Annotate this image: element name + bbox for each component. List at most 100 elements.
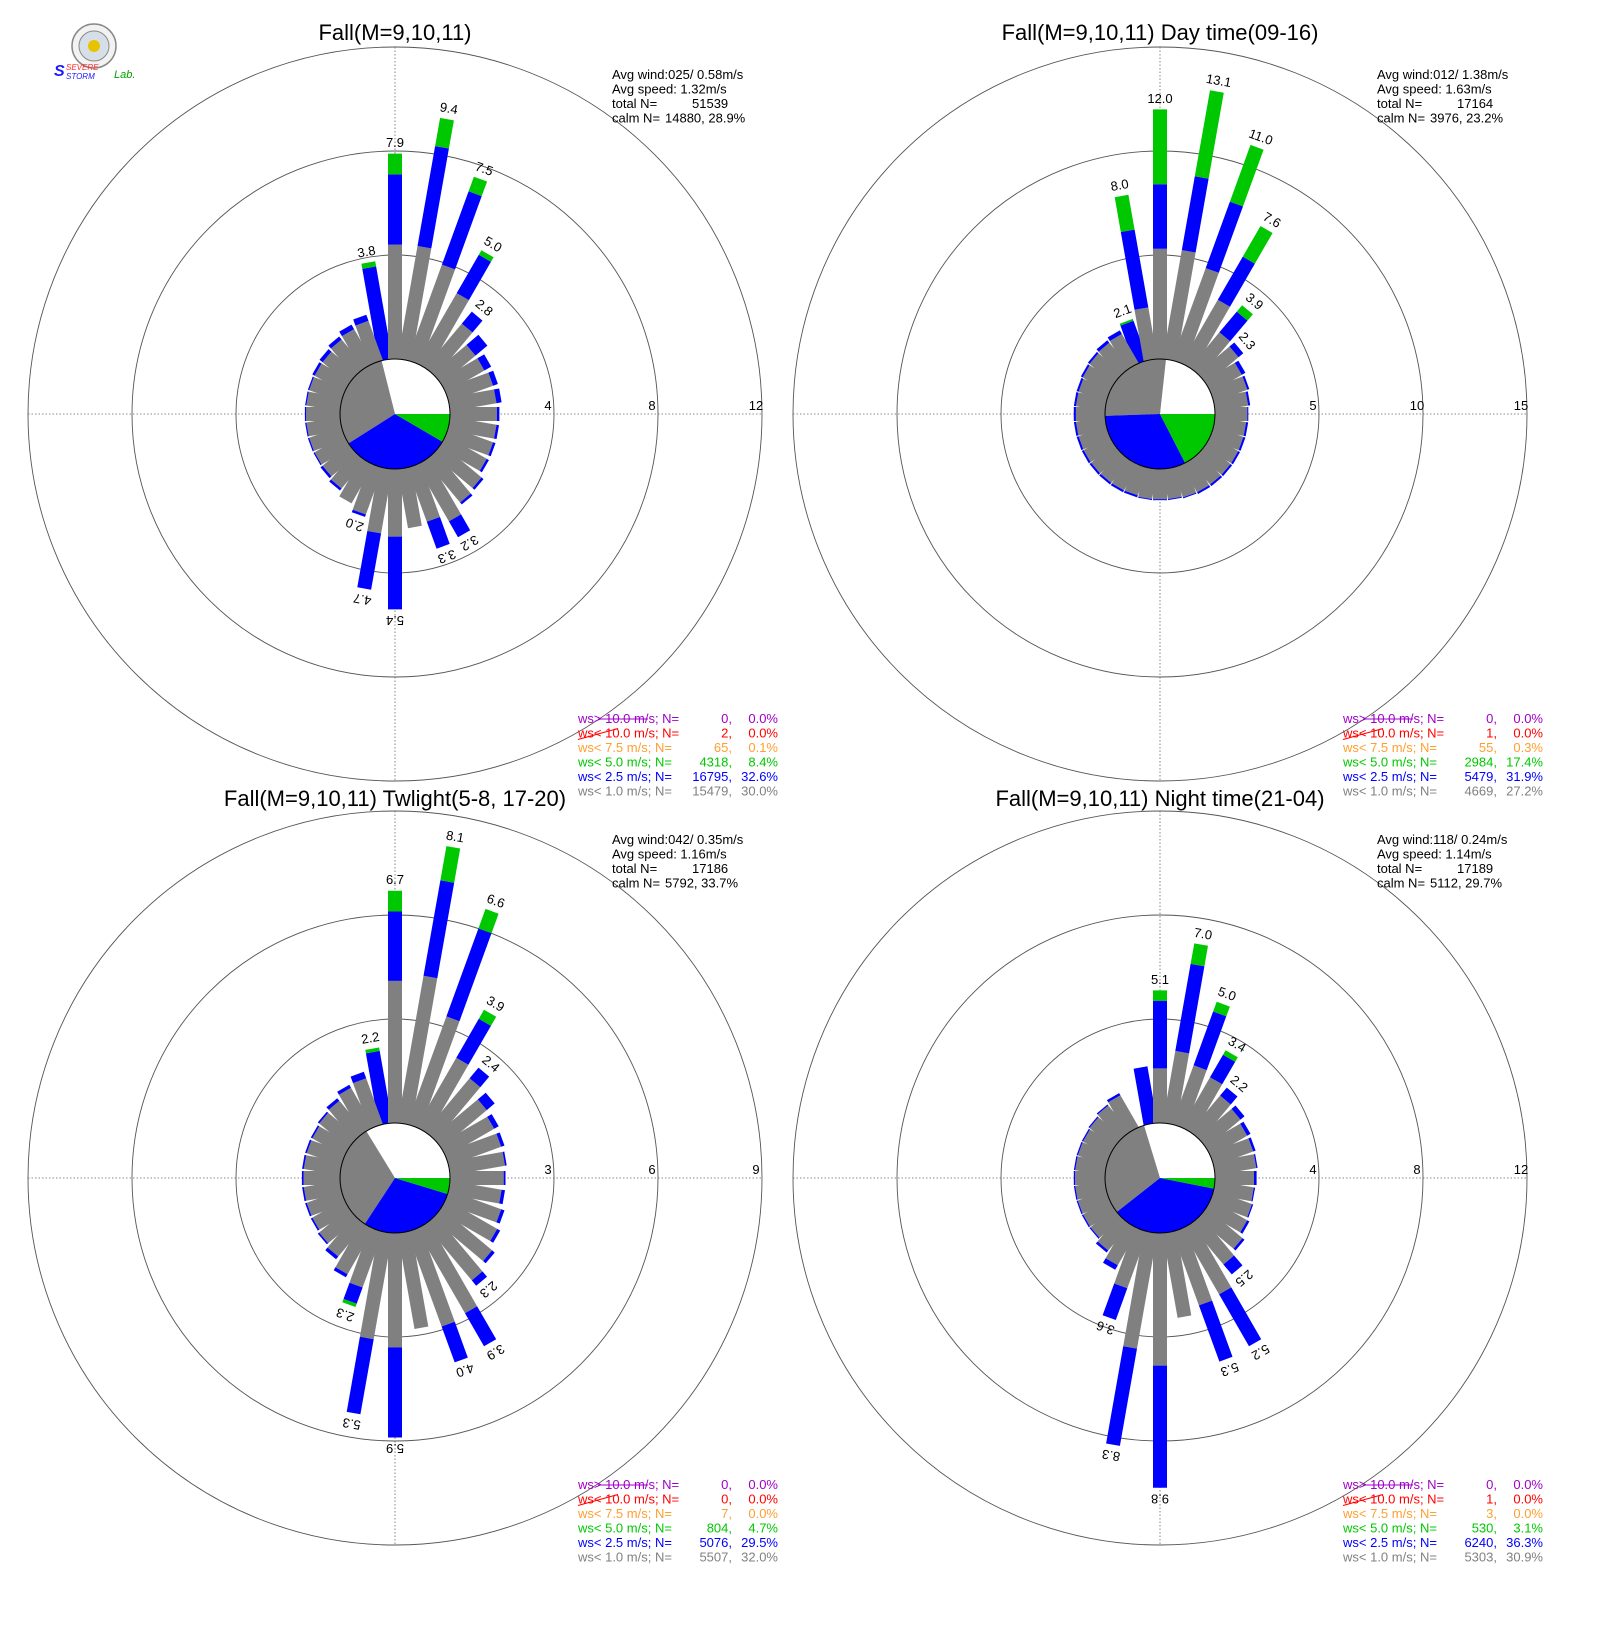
bar-segment-lt25: [1247, 407, 1249, 421]
bar-segment-lt25: [1223, 1255, 1243, 1275]
bar-dir-110: [444, 426, 496, 457]
bar-segment-lt1: [1083, 1129, 1116, 1157]
legend-lt25-percent: 31.9%: [1506, 769, 1543, 784]
logo-letter-s: S: [54, 63, 65, 80]
bar-segment-lt25: [1153, 184, 1167, 249]
pie-sector-lt5: [1160, 1178, 1216, 1189]
stat-avg-speed-label: Avg speed: 1.32m/s: [612, 82, 727, 97]
bar-segment-lt25: [365, 1050, 393, 1126]
bar-segment-lt25: [1081, 1214, 1090, 1228]
bar-dir-160: 4.0: [407, 1227, 476, 1381]
bar-segment-lt5: [440, 846, 461, 883]
ring-9: [27, 810, 763, 1546]
bar-dir-10: 9.4: [397, 99, 459, 362]
bar-dir-270: [304, 407, 340, 421]
bar-segment-lt1: [1114, 1227, 1148, 1289]
bar-segment-lt1: [319, 1112, 358, 1148]
bar-segment-lt1: [1153, 1068, 1167, 1123]
bar-segment-lt1: [1083, 1199, 1116, 1227]
bar-value-label: 5.1: [1151, 972, 1169, 987]
bar-dir-130: [432, 1208, 495, 1264]
bar-value-label: 9.8: [1151, 1491, 1169, 1506]
ring-15: [792, 46, 1528, 782]
bar-segment-lt5: [1223, 1050, 1238, 1062]
severe-storm-lab-logo: S SEVERE STORM Lab.: [54, 23, 135, 81]
legend-lt10-strike: [1342, 728, 1384, 740]
bar-segment-lt25: [343, 1282, 363, 1304]
bar-dir-90: [1215, 407, 1249, 421]
bar-segment-lt1: [1215, 1171, 1254, 1185]
bar-segment-lt25: [469, 1067, 490, 1088]
wind-rose-panel-3: Fall(M=9,10,11) Twlight(5-8, 17-20) 3 6 9 2.…: [27, 786, 778, 1565]
legend-lt75-count: 55,: [1479, 740, 1497, 755]
bar-segment-lt25: [477, 354, 492, 371]
bar-dir-270: [1073, 1171, 1105, 1185]
panel-title: Fall(M=9,10,11) Twlight(5-8, 17-20): [224, 786, 566, 811]
legend-lt5-percent: 17.4%: [1506, 755, 1543, 770]
bar-value-label: 5.0: [481, 233, 504, 255]
bar-segment-lt25: [1234, 360, 1246, 375]
bar-segment-lt25: [423, 880, 455, 979]
bar-segment-lt25: [310, 1125, 320, 1139]
legend-lt10-percent: 0.0%: [1513, 1492, 1543, 1507]
bar-dir-250: [305, 1190, 346, 1217]
pie-sector-lt25: [1116, 1178, 1214, 1233]
stat-avg-speed-label: Avg speed: 1.16m/s: [612, 847, 727, 862]
bar-dir-80: [447, 1151, 507, 1176]
bar-segment-lt1: [439, 1199, 498, 1241]
bar-dir-200: 2.3: [334, 1227, 383, 1325]
bar-segment-lt1: [1075, 1171, 1105, 1185]
bar-segment-lt1: [303, 1180, 343, 1201]
stat-calm-label: calm N=: [612, 111, 660, 126]
legend-lt10-strike: [577, 728, 619, 740]
bar-segment-lt1: [416, 458, 462, 522]
bar-segment-lt25: [329, 479, 342, 491]
pie-sector-lt5: [395, 1178, 450, 1194]
bar-segment-lt25: [305, 1202, 312, 1217]
bar-segment-lt5: [388, 153, 402, 175]
bar-segment-lt1: [1209, 1138, 1254, 1166]
bar-segment-lt25: [388, 174, 402, 245]
bar-segment-lt1: [1097, 1215, 1130, 1251]
bar-segment-lt25: [465, 1306, 497, 1347]
ring-label: 4: [1309, 1162, 1316, 1177]
bar-segment-lt1: [1209, 426, 1244, 451]
bar-segment-lt25: [388, 911, 402, 981]
bar-dir-330: [339, 324, 374, 370]
bar-value-label: 7.0: [1193, 925, 1213, 943]
ring-label: 10: [1410, 398, 1424, 413]
bar-segment-lt25: [503, 1171, 506, 1185]
calm-circle: [339, 358, 451, 470]
bar-dir-240: [1081, 435, 1116, 464]
bar-dir-210: [333, 1222, 374, 1278]
bar-segment-lt25: [1197, 485, 1211, 494]
bar-segment-lt5: [1236, 305, 1253, 321]
bar-dir-240: [1081, 1199, 1116, 1228]
bar-dir-140: [425, 451, 473, 505]
bar-segment-lt25: [1253, 1154, 1258, 1169]
bar-value-label: 2.0: [344, 515, 366, 535]
bar-segment-lt1: [314, 363, 351, 393]
bar-segment-lt1: [359, 1230, 393, 1340]
bar-dir-220: [325, 1215, 365, 1260]
wind-rose-panel-1: Fall(M=9,10,11)4 8 123.87.99.47.55.02.83.2…: [27, 20, 778, 799]
bar-segment-lt1: [1162, 1230, 1192, 1318]
bar-segment-lt25: [1193, 1011, 1227, 1071]
bar-segment-lt1: [439, 1116, 495, 1157]
bar-segment-lt25: [1096, 340, 1110, 352]
bar-segment-lt1: [309, 426, 346, 451]
bar-segment-lt25: [499, 1189, 505, 1205]
bar-segment-lt25: [1073, 1156, 1078, 1171]
bar-segment-lt1: [341, 329, 374, 370]
bar-segment-lt1: [339, 458, 374, 504]
bar-segment-lt5: [1119, 318, 1134, 326]
bar-dir-180: 9.8: [1151, 1233, 1169, 1506]
ring-label: 8: [648, 398, 655, 413]
bar-segment-lt25: [1073, 421, 1079, 436]
bar-segment-lt25: [305, 1139, 312, 1154]
calm-circle: [1104, 358, 1216, 470]
bar-value-label: 3.3: [436, 547, 458, 567]
bar-segment-lt25: [388, 536, 402, 610]
legend-lt5-count: 804,: [707, 1521, 732, 1536]
bar-segment-lt25: [461, 311, 483, 333]
